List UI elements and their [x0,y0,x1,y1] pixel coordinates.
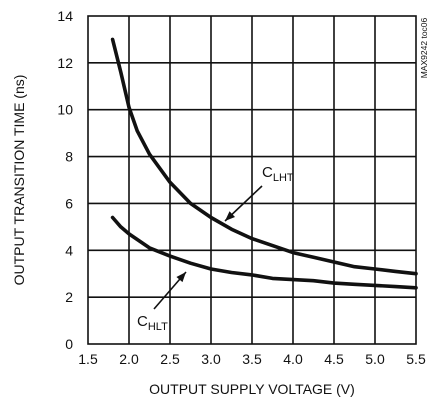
series-annotations: CLHT CHLT [137,164,294,333]
y-tick-label: 4 [65,242,73,258]
annotation-arrowhead [225,211,236,221]
y-tick-label: 10 [57,102,73,118]
y-tick-label: 0 [65,336,73,352]
y-axis-label: OUTPUT TRANSITION TIME (ns) [11,75,27,286]
x-axis-label: OUTPUT SUPPLY VOLTAGE (V) [149,381,355,397]
y-tick-label: 2 [65,289,73,305]
figure-id-label: MAX9242 toc06 [419,17,429,78]
series-line-clht [110,37,418,276]
x-tick-label: 4.0 [283,351,303,367]
y-tick-label: 12 [57,55,73,71]
x-tick-label: 3.5 [242,351,262,367]
x-tick-label: 4.5 [324,351,344,367]
y-tick-label: 14 [57,8,73,24]
y-tick-label: 8 [65,149,73,165]
series-label-clht: CLHT [262,164,294,184]
annotation-arrowhead [176,272,186,283]
series-label-chlt: CHLT [137,313,168,333]
x-tick-label: 1.5 [78,351,98,367]
x-tick-label: 5.0 [365,351,385,367]
grid-lines [88,16,416,344]
y-tick-label: 6 [65,195,73,211]
x-tick-label: 2.0 [119,351,139,367]
series-line-chlt [110,215,418,290]
plot-frame [87,15,417,345]
x-tick-label: 2.5 [160,351,180,367]
x-tick-label: 5.5 [406,351,426,367]
tick-labels: 1.5 2.0 2.5 3.0 3.5 4.0 4.5 5.0 5.5 0 2 4 6 8 10 12 14 [57,8,426,367]
x-tick-label: 3.0 [201,351,221,367]
curve-layer [110,37,418,290]
